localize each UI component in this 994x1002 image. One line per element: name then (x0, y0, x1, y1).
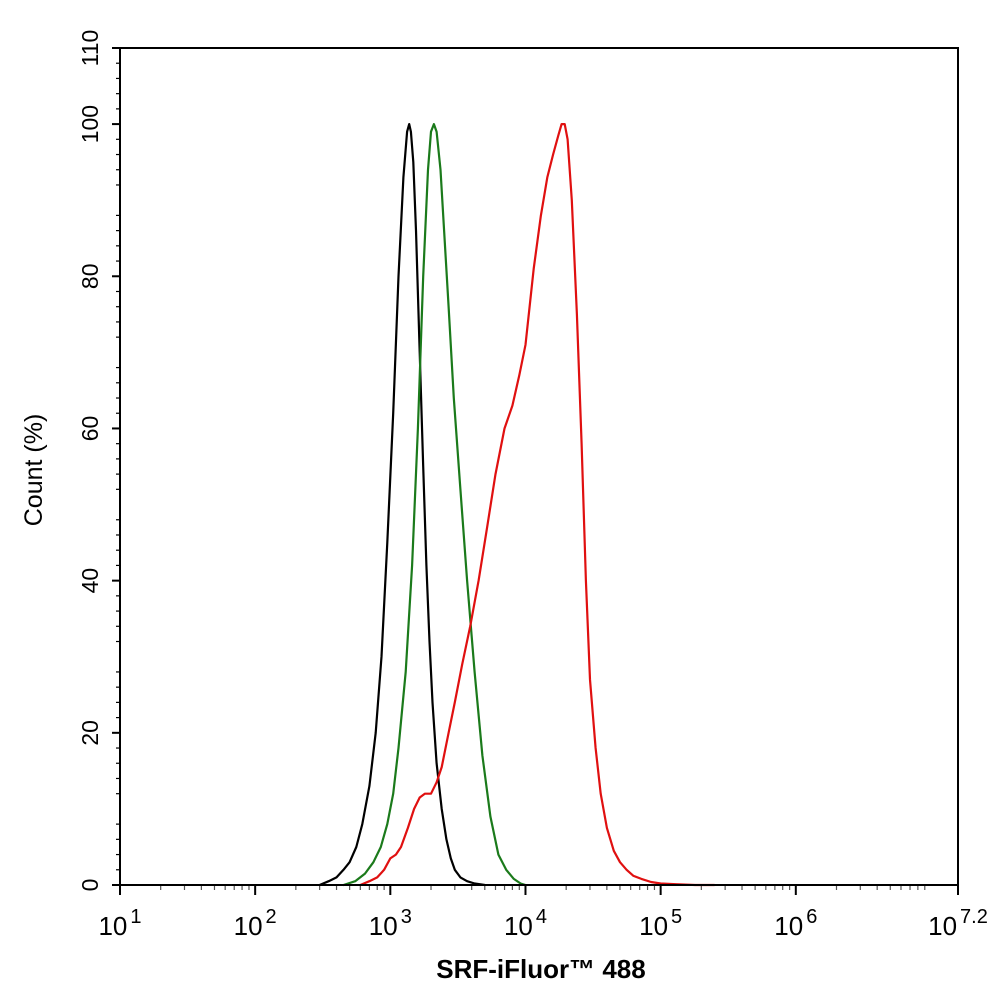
x-tick-exponent: 7.2 (960, 906, 988, 928)
x-tick-exponent: 5 (671, 906, 682, 928)
x-tick-label-3: 10 4 (504, 906, 547, 941)
series-line-1 (342, 122, 527, 887)
y-tick-label-4: 80 (77, 263, 103, 289)
y-tick-label-1: 20 (77, 720, 103, 746)
x-tick-exponent: 6 (806, 906, 817, 928)
plot-frame (119, 47, 959, 886)
x-tick-exponent: 2 (266, 906, 277, 928)
y-tick-label-0: 0 (77, 879, 103, 892)
y-tick-label-2: 40 (77, 568, 103, 594)
x-tick-base: 10 (774, 911, 803, 941)
x-tick-base: 10 (98, 911, 127, 941)
series-line-0 (318, 122, 486, 887)
x-tick-base: 10 (928, 911, 957, 941)
x-tick-label-2: 10 3 (369, 906, 412, 941)
x-tick-label-5: 10 6 (774, 906, 817, 941)
x-tick-exponent: 1 (130, 906, 141, 928)
x-tick-base: 10 (504, 911, 533, 941)
x-tick-base: 10 (234, 911, 263, 941)
x-tick-exponent: 4 (536, 906, 547, 928)
x-tick-label-6: 10 7.2 (928, 906, 988, 941)
series-layer (120, 122, 716, 887)
series-line-2 (359, 122, 716, 887)
y-tick-label-5: 100 (77, 105, 103, 143)
x-tick-label-0: 10 1 (98, 906, 141, 941)
y-axis-title: Count (%) (20, 414, 48, 527)
y-tick-label-3: 60 (77, 416, 103, 442)
x-axis-title: SRF-iFluor™ 488 (436, 954, 645, 984)
y-tick-label-6: 110 (77, 30, 103, 67)
x-tick-base: 10 (369, 911, 398, 941)
x-tick-exponent: 3 (401, 906, 412, 928)
x-tick-label-1: 10 2 (234, 906, 277, 941)
x-tick-base: 10 (639, 911, 668, 941)
x-tick-label-4: 10 5 (639, 906, 682, 941)
